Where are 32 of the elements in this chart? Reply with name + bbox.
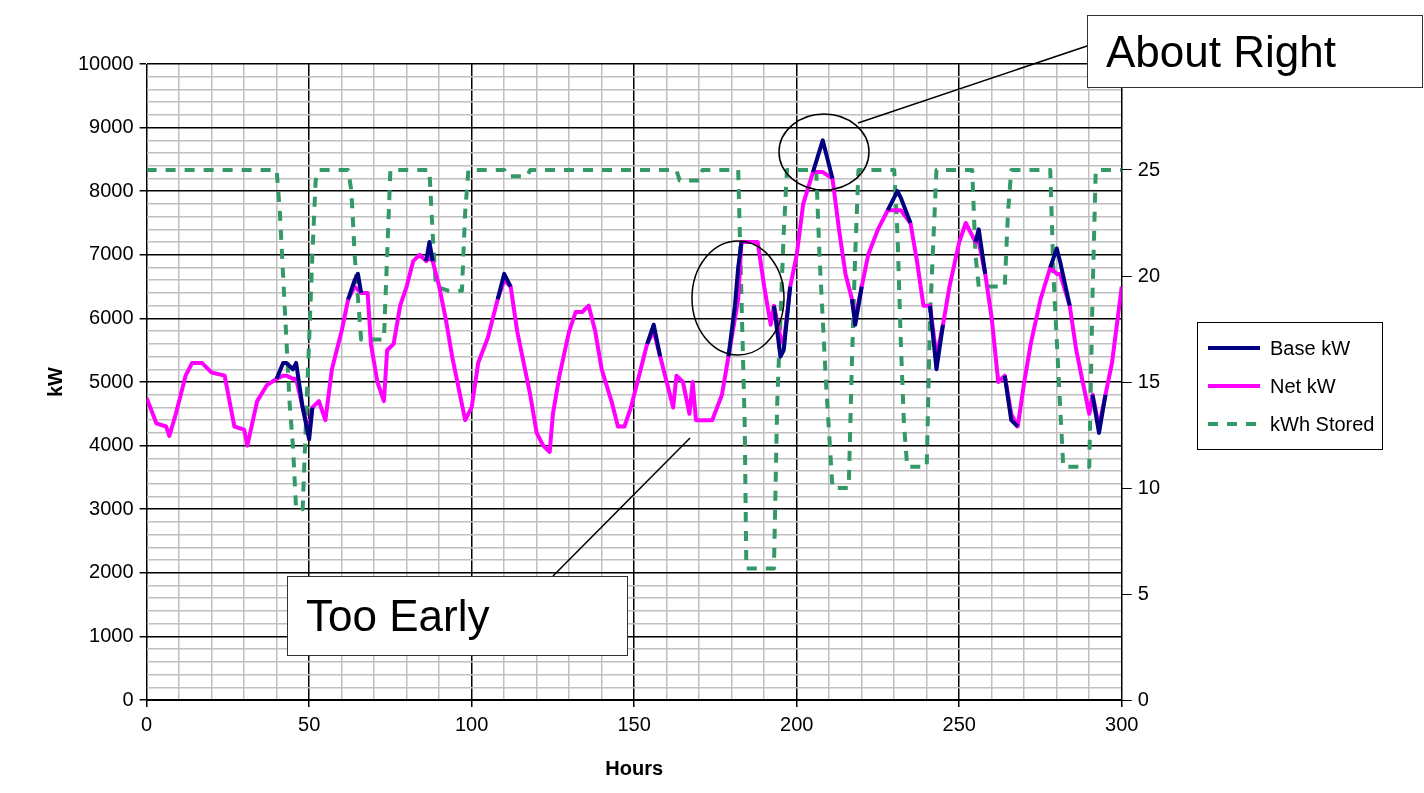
y-tick-label: 6000 [89,305,134,328]
y-tick-label: 4000 [89,433,134,456]
y2-tick-label: 20 [1137,263,1160,286]
y2-tick-label: 25 [1137,157,1160,180]
y2-tick-label: 5 [1137,581,1149,604]
y-tick-label: 10000 [77,51,134,74]
y-tick-label: 8000 [89,178,134,201]
x-axis-title: Hours [605,756,664,779]
x-tick-label: 250 [942,712,976,735]
y-tick-label: 2000 [89,560,134,583]
x-tick-label: 100 [454,712,489,735]
y-axis-title: kW [43,366,66,397]
callout: Too Early [286,240,785,657]
y-tick-label: 0 [122,687,134,710]
y-tick-label: 3000 [89,496,134,519]
y-tick-label: 9000 [89,115,134,138]
y-tick-label: 7000 [89,242,134,265]
y2-tick-label: 0 [1137,687,1149,710]
annotation: Too Early [306,591,490,641]
x-tick-label: 150 [617,712,651,735]
y-tick-label: 1000 [89,623,134,646]
x-tick-label: 0 [141,712,153,735]
x-tick-label: 300 [1105,712,1139,735]
y2-tick-label: 10 [1137,475,1160,498]
legend-label: Net kW [1270,374,1336,398]
annotation: About Right [1106,26,1336,77]
legend-label: kWh Stored [1270,412,1375,436]
y2-tick-label: 15 [1137,369,1160,392]
x-tick-label: 200 [780,712,814,735]
legend-label: Base kW [1270,336,1351,360]
x-tick-label: 50 [298,712,321,735]
y-tick-label: 5000 [89,369,134,392]
